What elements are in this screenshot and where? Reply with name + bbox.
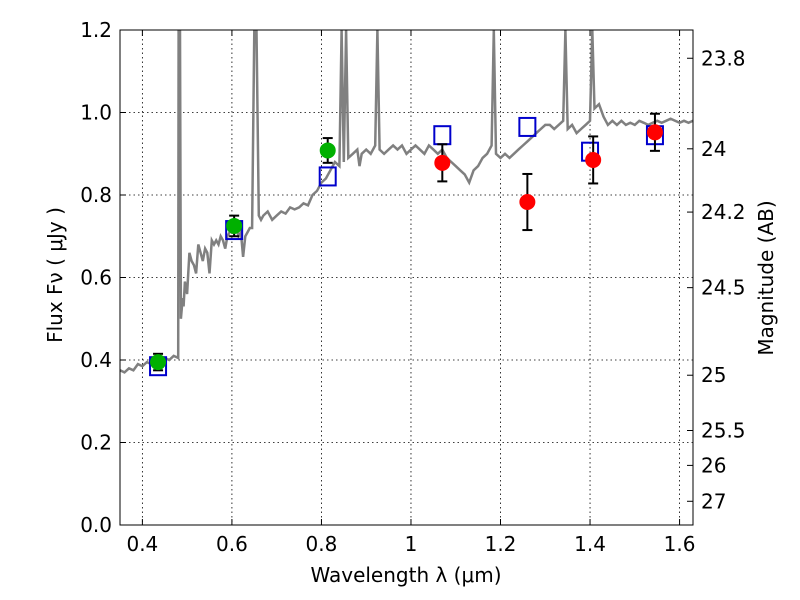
right-axis-label: Magnitude (AB) [754,200,778,355]
x-tick-label: 1.6 [664,532,696,556]
x-tick-label: 1 [405,532,418,556]
y-tick-label: 1.2 [80,18,112,42]
right-tick-label: 25 [701,363,726,387]
observed-point [434,154,451,171]
x-axis-ticks: 0.4 0.6 0.8 1 1.2 1.4 1.6 [126,30,695,556]
y-tick-label: 0.2 [80,431,112,455]
y-tick-label: 0.0 [80,513,112,537]
y-tick-label: 1.0 [80,101,112,125]
observed-point [150,354,167,371]
model-sed-curve [120,30,693,374]
x-tick-label: 0.6 [216,532,248,556]
y-tick-label: 0.8 [80,183,112,207]
x-axis-label: Wavelength λ (μm) [310,563,501,587]
right-tick-label: 27 [701,489,726,513]
model-photometry-square [318,166,337,187]
y-tick-label: 0.4 [80,348,112,372]
model-photometry-square [433,125,452,146]
right-axis-ticks: 23.8 24 24.2 24.5 25 25.5 26 27 [687,46,746,513]
x-tick-label: 0.8 [306,532,338,556]
right-tick-label: 24.2 [701,200,746,224]
model-photometry-square [518,116,537,137]
y-axis-ticks: 0.0 0.2 0.4 0.6 0.8 1.0 1.2 [80,18,126,537]
observed-point [646,124,663,141]
right-tick-label: 23.8 [701,46,746,70]
observed-point [226,217,243,234]
right-tick-label: 26 [701,453,726,477]
observed-point [319,142,336,159]
y-tick-label: 0.6 [80,266,112,290]
observed-point [585,151,602,168]
right-tick-label: 24 [701,137,726,161]
right-tick-label: 24.5 [701,276,746,300]
observed-point [519,194,536,211]
grid [120,29,693,526]
y-axis-label: Flux Fν ( μJy ) [43,207,67,343]
right-tick-label: 25.5 [701,418,746,442]
x-tick-label: 1.4 [574,532,606,556]
x-tick-label: 0.4 [126,532,158,556]
x-tick-label: 1.2 [485,532,517,556]
observed-photometry-markers [150,112,663,372]
sed-line-path [120,30,693,374]
